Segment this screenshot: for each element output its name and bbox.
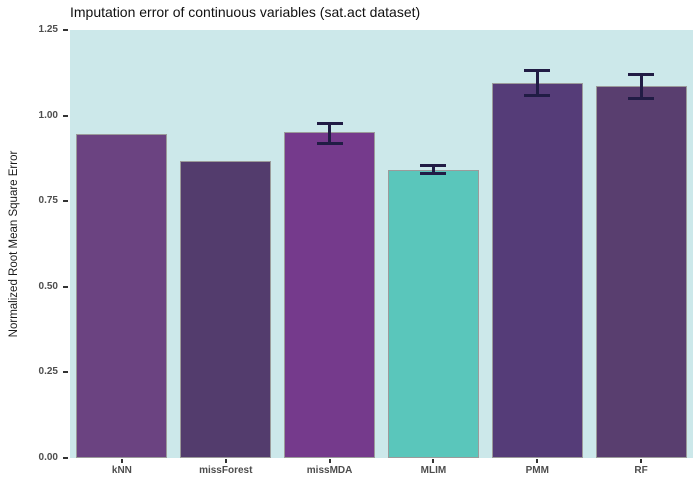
y-tick-label: 0.75 [38, 195, 58, 207]
y-tick-label: 0.50 [38, 280, 58, 292]
bar-missMDA [284, 132, 376, 458]
plot-panel [70, 30, 693, 458]
y-tick-mark [63, 285, 68, 288]
x-tick-mark [640, 459, 643, 463]
errorbar-bottom-cap-MLIM [420, 172, 447, 176]
x-tick-label-RF: RF [634, 465, 648, 476]
errorbar-bottom-cap-PMM [524, 93, 551, 97]
bar-PMM [491, 82, 583, 458]
x-tick-mark [224, 459, 227, 463]
y-tick-label: 0.25 [38, 366, 58, 378]
errorbar-top-cap-missMDA [316, 122, 343, 126]
y-tick-label: 1.00 [38, 109, 58, 121]
errorbar-stem-MLIM [431, 164, 435, 175]
x-tick-mark [536, 459, 539, 463]
errorbar-bottom-cap-missMDA [316, 141, 343, 145]
bar-MLIM [387, 169, 479, 458]
x-tick-label-missMDA: missMDA [306, 465, 353, 476]
errorbar-top-cap-RF [628, 73, 655, 77]
errorbar-stem-missMDA [328, 123, 332, 144]
x-tick-label-missForest: missForest [199, 465, 253, 476]
x-tick-label-MLIM: MLIM [420, 465, 447, 476]
y-tick-mark [63, 114, 68, 117]
errorbar-stem-RF [639, 74, 643, 99]
errorbar-stem-PMM [535, 70, 539, 96]
x-tick-mark [328, 459, 331, 463]
x-tick-label-PMM: PMM [525, 465, 549, 476]
errorbar-bottom-cap-RF [628, 96, 655, 100]
chart-title: Imputation error of continuous variables… [70, 4, 421, 20]
y-tick-mark [63, 200, 68, 203]
y-axis-title: Normalized Root Mean Square Error [8, 150, 20, 338]
y-tick-mark [63, 457, 68, 459]
x-tick-mark [120, 459, 123, 463]
errorbar-top-cap-MLIM [420, 163, 447, 167]
bar-missForest [180, 161, 272, 458]
bar-kNN [76, 134, 168, 458]
y-tick-label: 0.00 [38, 452, 58, 463]
x-tick-label-kNN: kNN [111, 465, 132, 476]
x-tick-mark [432, 459, 435, 463]
bar-RF [595, 86, 687, 458]
y-tick-mark [63, 371, 68, 374]
y-tick-mark [63, 29, 68, 31]
y-tick-label: 1.25 [38, 24, 58, 35]
errorbar-top-cap-PMM [524, 69, 551, 73]
